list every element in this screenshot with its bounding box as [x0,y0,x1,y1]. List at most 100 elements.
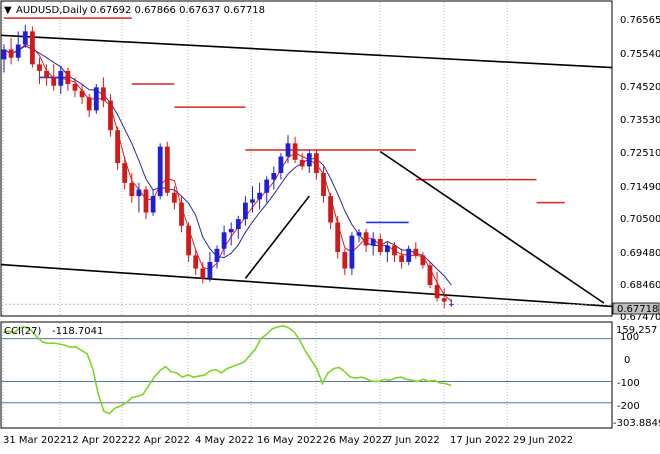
bear-candle [363,232,369,246]
bear-candle [434,285,440,299]
date-label: 4 May 2022 [195,435,254,446]
collapse-triangle-icon[interactable]: ▼ [4,5,12,16]
bear-candle [108,100,113,131]
bear-candle [193,255,199,269]
date-label: 29 Jun 2022 [513,435,573,446]
price-tick: 0.74520 [620,82,660,93]
bear-candle [44,70,49,78]
bear-candle [420,255,426,266]
bear-candle [129,182,135,197]
price-tick: 0.70500 [620,214,660,225]
bear-candle [377,238,383,253]
cci-plot-layer [1,323,612,427]
price-tick: 0.73530 [620,115,660,126]
bear-candle [342,252,348,269]
bear-candle [51,77,57,86]
bull-candle [306,153,312,167]
cci-panel-frame [0,321,613,429]
bear-candle [122,163,128,183]
bull-candle [356,232,362,236]
ohlc-readout: 0.67692 0.67866 0.67637 0.67718 [90,5,265,16]
bear-candle [143,189,149,213]
bear-candle [335,222,341,253]
bear-candle [79,90,85,98]
rally-trendline [244,195,310,279]
bull-candle [214,248,220,262]
bull-candle [278,156,284,174]
bear-candle [30,31,35,65]
bull-candle [22,31,28,45]
bull-candle [207,261,213,279]
bull-candle [58,70,64,86]
bear-candle [186,225,191,256]
bull-candle [1,49,7,60]
cci-indicator-label: CCI(27) [4,326,42,337]
bull-candle [221,232,227,249]
cci-tick: -200 [617,401,640,412]
main-plot-layer [0,2,613,315]
bear-candle [179,202,184,226]
bull-candle [385,245,390,253]
bull-candle [271,173,277,180]
date-label: 22 Apr 2022 [128,435,190,446]
bear-candle [399,255,404,262]
cci-tick: -100 [617,378,640,389]
date-label: 17 Jun 2022 [450,435,510,446]
bear-candle [101,87,106,101]
bear-candle [441,298,447,302]
descending-trendline [379,150,605,304]
bear-candle [321,173,326,197]
date-label: 16 May 2022 [257,435,322,446]
bull-candle [243,202,248,220]
bear-candle [200,268,206,279]
bear-candle [299,159,305,167]
bear-candle [292,143,298,160]
symbol-title: AUDUSD,Daily [16,5,88,16]
upper-channel-line [0,34,613,69]
bull-candle [136,189,142,197]
date-label: 26 May 2022 [323,435,388,446]
bull-candle [93,87,99,111]
bull-candle [285,143,291,157]
bull-candle [448,304,454,306]
cci-line [2,324,452,415]
bear-candle [392,245,397,256]
cci-tick: -303.8849 [613,418,660,429]
bull-candle [406,248,412,262]
bull-candle [370,238,376,246]
bear-candle [172,192,177,203]
bear-candle [8,49,14,58]
bull-candle [349,235,355,269]
bear-candle [86,97,92,111]
bull-candle [15,44,21,58]
bull-candle [235,219,241,230]
bull-candle [250,199,255,203]
price-tick: 0.75540 [620,49,660,60]
lower-channel-line [0,263,613,308]
moving-average-slow [3,45,452,286]
bull-candle [228,229,234,233]
price-tick: 0.69480 [620,248,660,259]
bull-candle [157,146,163,197]
price-tick: 0.67470 [620,312,660,323]
bull-candle [257,192,262,200]
price-tick: 0.76565 [620,15,660,26]
cci-tick: 0 [624,355,630,366]
date-label: 7 Jun 2022 [386,435,440,446]
bear-candle [427,265,433,286]
price-tick: 0.68460 [620,280,660,291]
cci-indicator-value: -118.7041 [52,326,103,337]
bear-candle [164,146,170,193]
bull-candle [150,196,156,213]
date-label: 12 Apr 2022 [66,435,128,446]
main-panel-frame [0,0,613,317]
bear-candle [37,64,42,71]
bear-candle [413,248,419,256]
bear-candle [328,196,333,223]
bear-candle [72,84,78,91]
price-tick: 0.72510 [620,148,660,159]
current-price-label: 0.67718 [617,304,658,315]
date-label: 31 Mar 2022 [3,435,66,446]
